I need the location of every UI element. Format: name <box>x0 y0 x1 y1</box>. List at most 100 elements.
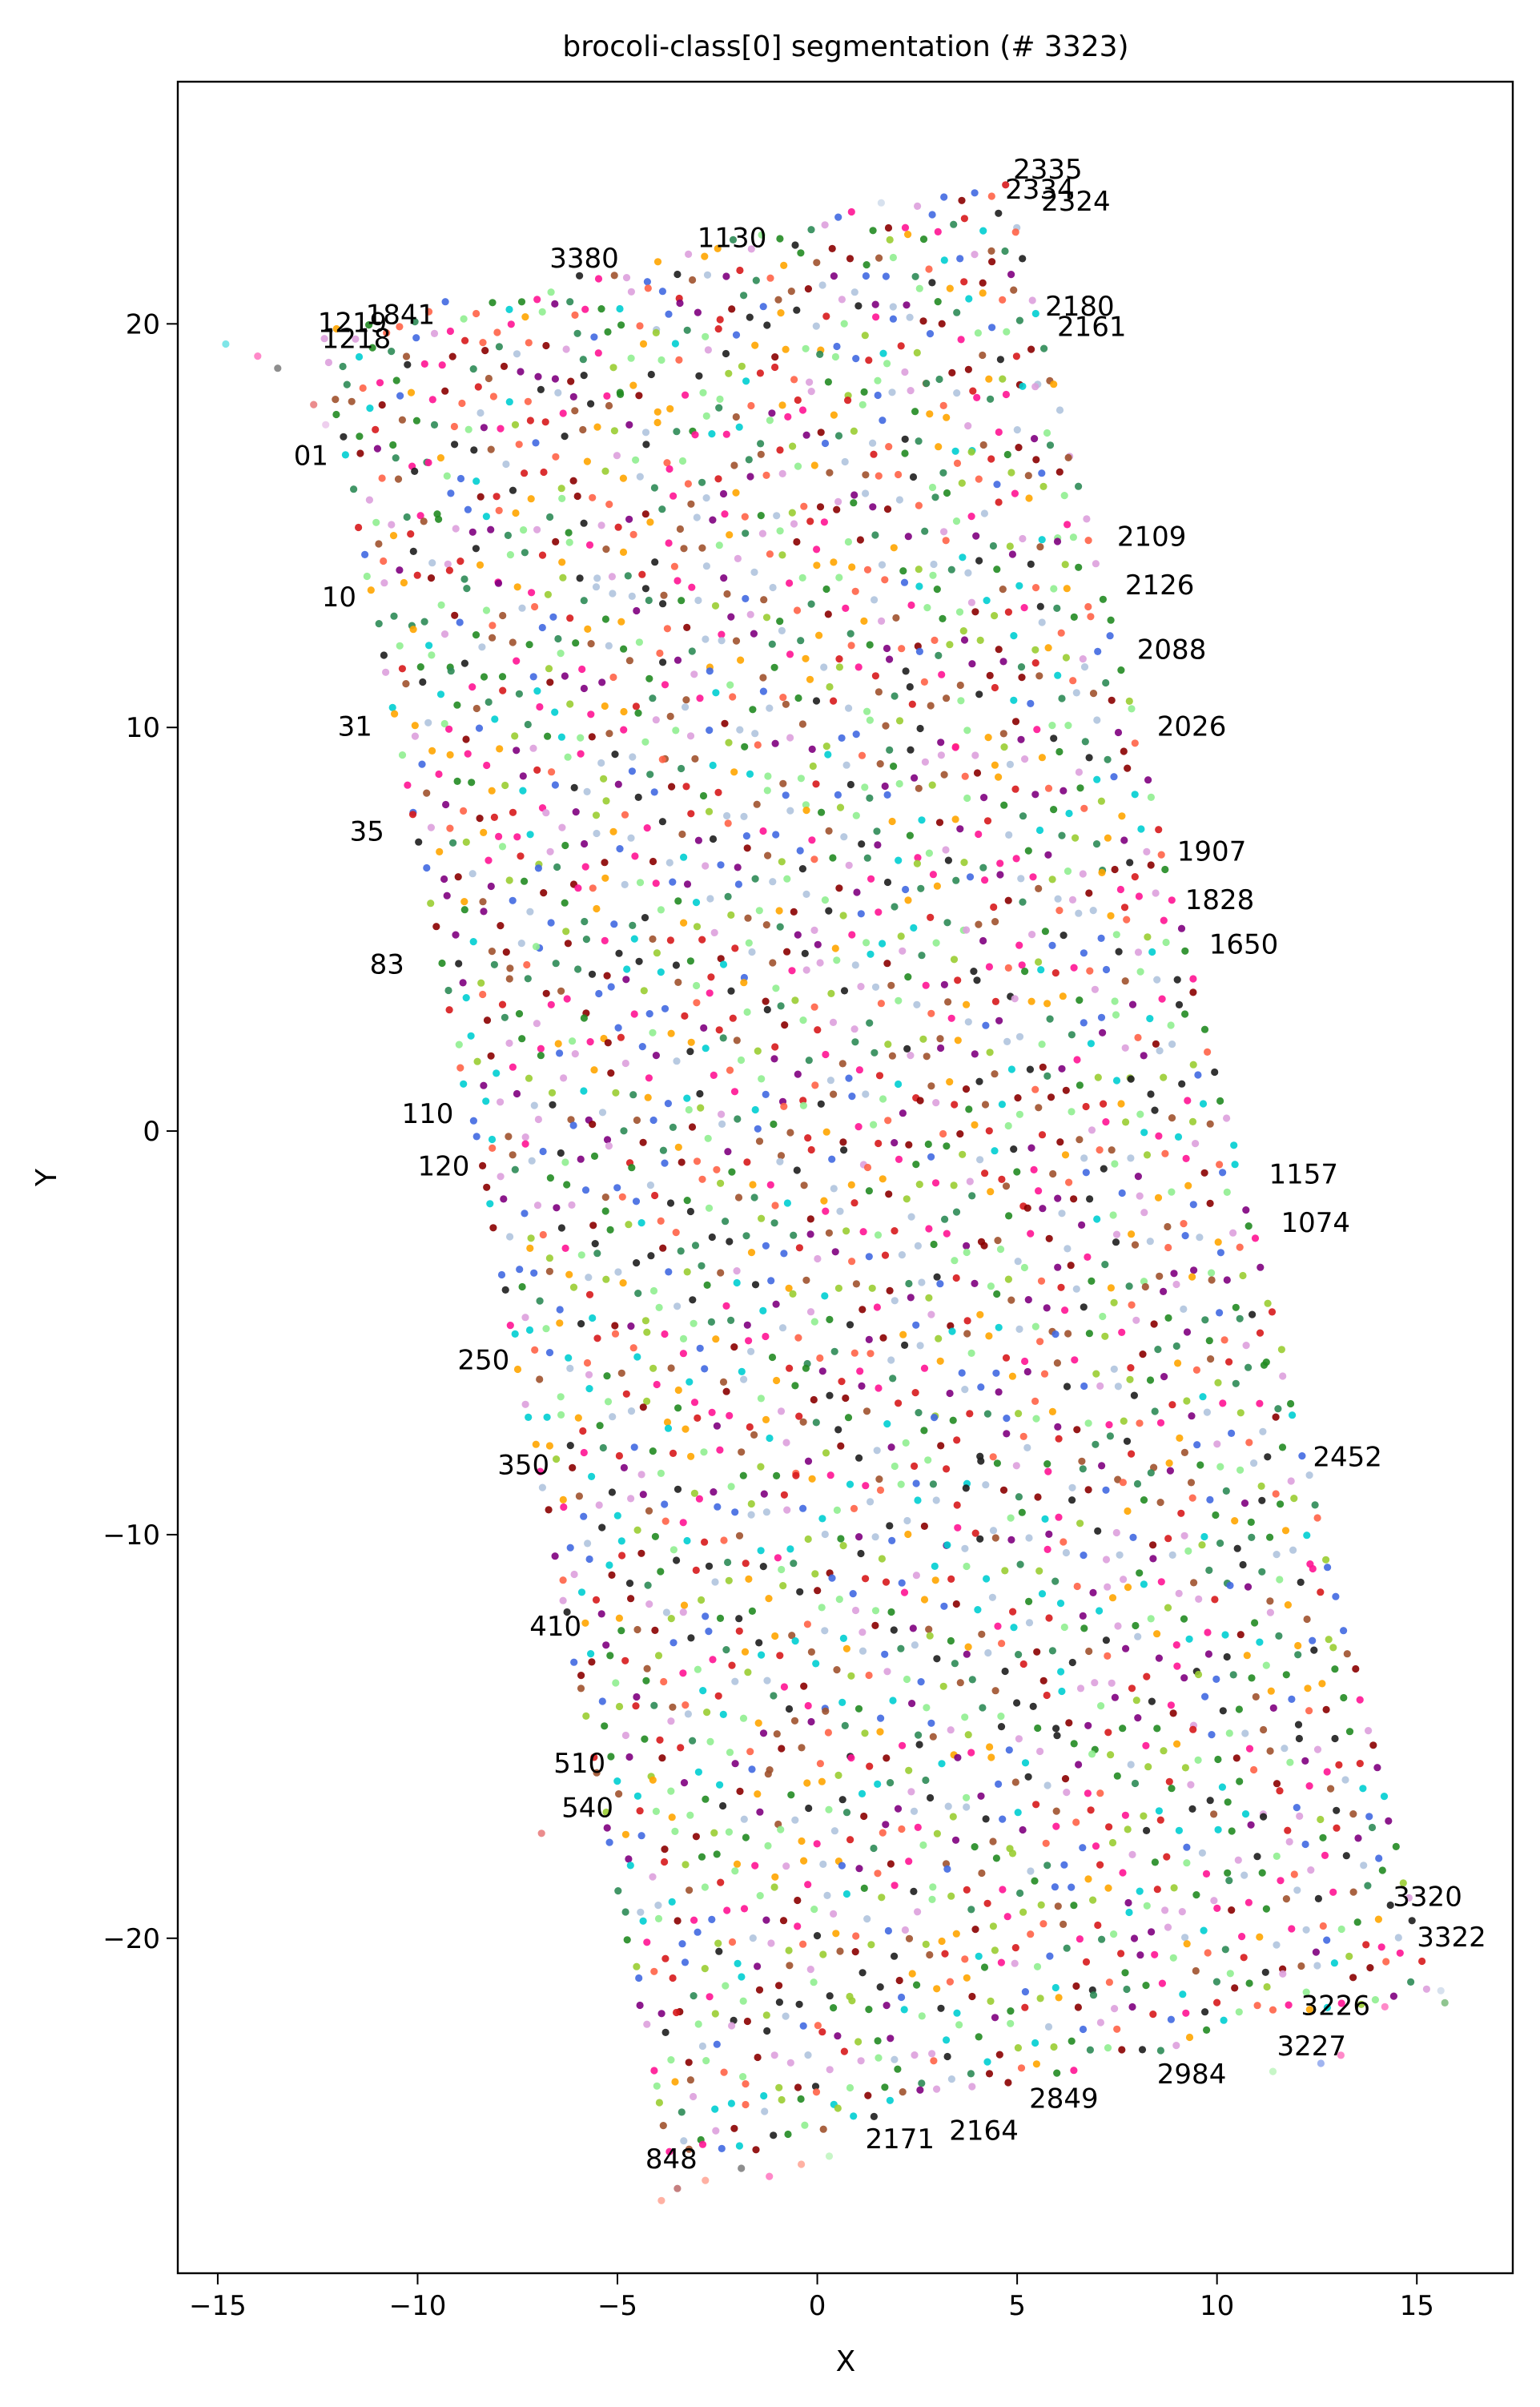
data-point <box>798 406 807 414</box>
data-point <box>1189 1201 1197 1209</box>
data-point <box>923 380 931 388</box>
data-point <box>1131 873 1139 881</box>
data-point <box>702 2057 710 2065</box>
data-point <box>689 276 697 284</box>
data-point <box>746 313 754 321</box>
data-point <box>710 1488 718 1496</box>
y-tick-label: 20 <box>126 308 160 340</box>
data-point <box>794 396 802 405</box>
data-point <box>993 481 1001 489</box>
data-point <box>1058 694 1066 702</box>
data-point <box>964 365 972 373</box>
data-point <box>1065 1178 1073 1186</box>
data-point <box>746 610 754 618</box>
data-point <box>1124 764 1132 772</box>
data-point <box>915 784 923 792</box>
data-point <box>440 875 448 884</box>
data-point <box>1035 1187 1043 1195</box>
data-point <box>446 751 454 759</box>
data-point <box>1054 1263 1062 1271</box>
data-point <box>1064 867 1072 875</box>
data-point <box>1070 613 1078 622</box>
data-point <box>862 272 870 280</box>
data-point <box>1284 1826 1292 1834</box>
data-point <box>1089 690 1098 698</box>
data-point <box>1031 1085 1039 1093</box>
data-point <box>754 1719 762 1727</box>
data-point <box>1362 1941 1370 1949</box>
data-point <box>778 551 786 559</box>
data-point <box>628 767 637 775</box>
data-point <box>778 401 786 409</box>
data-point <box>1025 1597 1033 1605</box>
data-point <box>682 1861 690 1869</box>
data-point <box>1305 1471 1313 1479</box>
data-point <box>620 645 628 653</box>
data-point <box>867 1498 875 1506</box>
data-point <box>936 1280 944 1288</box>
data-point <box>875 1475 883 1483</box>
data-point <box>1079 1612 1087 1620</box>
point-label: 540 <box>561 1793 613 1825</box>
data-point <box>963 794 971 803</box>
data-point <box>557 1224 566 1232</box>
data-point <box>1124 1825 1132 1833</box>
data-point <box>759 1729 768 1737</box>
data-point <box>1371 1996 1379 2004</box>
data-point <box>1182 2009 1190 2017</box>
data-point <box>793 606 802 614</box>
data-point <box>438 959 446 968</box>
x-tick-label: 5 <box>1008 2290 1026 2322</box>
data-point <box>943 2036 951 2044</box>
data-point <box>378 474 386 482</box>
data-point <box>365 496 373 504</box>
data-point <box>1102 678 1110 687</box>
data-point <box>862 1482 870 1490</box>
data-point <box>545 665 553 673</box>
data-point <box>601 1722 609 1730</box>
data-point <box>617 1537 625 1545</box>
data-point <box>920 1596 929 1604</box>
data-point <box>873 1447 881 1455</box>
data-point <box>1241 1810 1250 1818</box>
data-point <box>605 642 613 650</box>
data-point <box>545 1442 554 1450</box>
data-point <box>506 1233 514 1241</box>
data-point <box>665 1268 673 1276</box>
data-point <box>617 1033 625 1041</box>
data-point <box>1002 1182 1011 1190</box>
data-point <box>722 1982 730 1990</box>
data-point <box>601 467 609 475</box>
x-tick-label: −15 <box>189 2290 247 2322</box>
data-point <box>858 1969 867 1977</box>
data-point <box>995 2051 1003 2059</box>
data-point <box>677 1247 685 1255</box>
data-point <box>863 566 872 574</box>
data-point <box>987 455 995 463</box>
data-point <box>703 271 712 279</box>
data-point <box>1109 1211 1117 1219</box>
data-point <box>690 1992 698 2000</box>
data-point <box>807 1648 816 1656</box>
data-point <box>1352 1664 1360 1673</box>
data-point <box>584 1540 592 1548</box>
data-point <box>777 309 785 317</box>
data-point <box>598 1109 607 1117</box>
data-point <box>683 1536 691 1545</box>
data-point <box>1013 1699 1021 1707</box>
data-point <box>606 1652 614 1660</box>
data-point <box>1239 1560 1247 1569</box>
data-point <box>825 2152 834 2160</box>
data-point <box>1187 1479 1196 1487</box>
data-point <box>866 1019 874 1027</box>
data-point <box>1269 2006 1277 2014</box>
data-point <box>993 1459 1001 1467</box>
data-point <box>1079 870 1087 878</box>
data-point <box>1080 949 1088 957</box>
data-point <box>740 812 748 820</box>
data-point <box>802 801 810 809</box>
data-point <box>464 505 472 513</box>
data-point <box>1195 1595 1203 1603</box>
data-point <box>1331 1665 1339 1673</box>
